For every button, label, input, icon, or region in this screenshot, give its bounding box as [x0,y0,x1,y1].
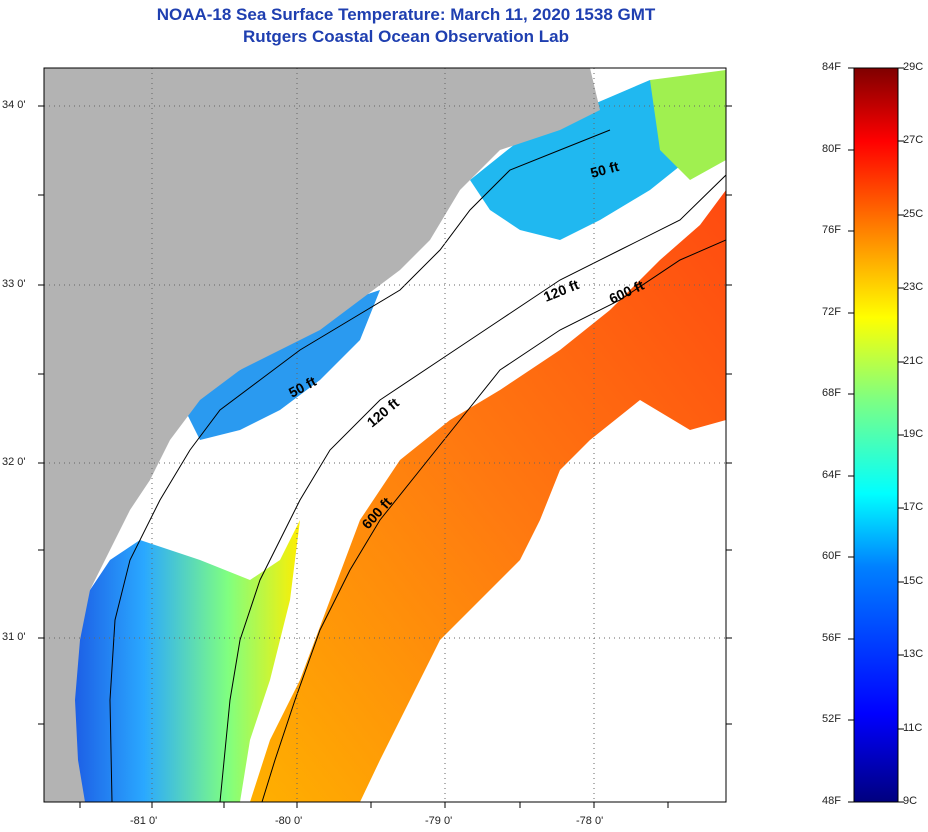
colorbar-label-72f: 72F [822,306,841,318]
lon-label-81: -81 0' [130,815,158,827]
gulf-stream-water [250,190,726,802]
colorbar-ticks [848,67,904,803]
isobath-50ft-line [109,129,611,802]
colorbar-label-29c: 29C [903,61,924,73]
offshore-green-water-ne [650,70,726,180]
isobath-120ft-line [219,174,726,802]
map-frame [43,67,727,803]
map-subtitle: Rutgers Coastal Ocean Observation Lab [243,27,569,46]
land-mass [44,68,600,802]
lat-label-31: 31 0' [2,631,26,643]
lat-label-34: 34 0' [2,99,26,111]
colorbar-label-27c: 27C [903,134,924,146]
lat-label-33: 33 0' [2,278,26,290]
colorbar-label-64f: 64F [822,469,841,481]
isobath-600ft-line [261,239,726,802]
colorbar-label-25c: 25C [903,208,924,220]
axis-ticks [38,105,732,808]
lon-label-79: -79 0' [425,815,453,827]
colorbar-label-56f: 56F [822,632,841,644]
colorbar-label-19c: 19C [903,428,924,440]
graticule [44,68,726,802]
colorbar-label-60f: 60F [822,550,841,562]
colorbar-label-11c: 11C [903,722,923,734]
colorbar-label-9c: 9C [903,795,918,807]
colorbar-label-68f: 68F [822,387,841,399]
colorbar-label-13c: 13C [903,648,924,660]
colorbar-label-15c: 15C [903,575,924,587]
colorbar-label-84f: 84F [822,61,841,73]
nearshore-cool-water [60,520,300,802]
colorbar [853,67,899,803]
colorbar-label-21c: 21C [903,355,924,367]
lon-label-80: -80 0' [275,815,303,827]
colorbar-label-52f: 52F [822,713,841,725]
colorbar-label-76f: 76F [822,224,841,236]
colorbar-label-80f: 80F [822,143,841,155]
isobath-label-50ft-north: 50 ft [589,158,621,181]
map-title: NOAA-18 Sea Surface Temperature: March 1… [156,5,656,24]
colorbar-label-23c: 23C [903,281,924,293]
colorbar-label-48f: 48F [822,795,841,807]
lon-label-78: -78 0' [576,815,604,827]
lat-label-32: 32 0' [2,456,26,468]
colorbar-label-17c: 17C [903,501,924,513]
